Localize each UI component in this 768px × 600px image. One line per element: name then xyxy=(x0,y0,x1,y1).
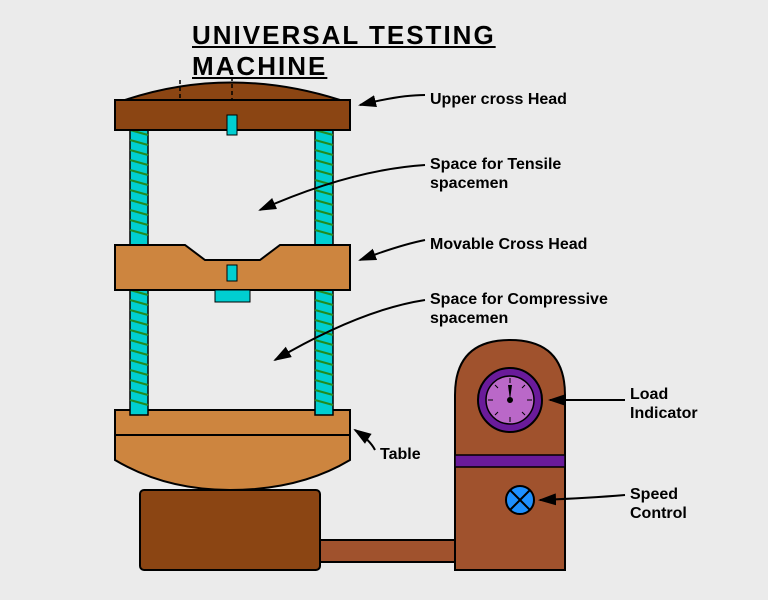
control-console xyxy=(455,340,565,570)
label-table: Table xyxy=(380,445,421,464)
arrow-movable xyxy=(360,240,425,260)
label-load-indicator: Load Indicator xyxy=(630,385,698,423)
lower-plate xyxy=(215,290,250,302)
arrow-compressive xyxy=(275,300,425,360)
table-part xyxy=(115,430,350,490)
label-compressive-space: Space for Compressive spacemen xyxy=(430,290,608,328)
arrow-upper-crosshead xyxy=(360,95,425,105)
console-band xyxy=(455,455,565,467)
label-movable-cross-head: Movable Cross Head xyxy=(430,235,587,254)
movable-grip xyxy=(227,265,237,281)
label-upper-cross-head: Upper cross Head xyxy=(430,90,567,109)
base-block xyxy=(140,490,320,570)
upper-grip xyxy=(227,115,237,135)
label-speed-control: Speed Control xyxy=(630,485,687,523)
arrow-table xyxy=(355,430,375,450)
label-tensile-space: Space for Tensile spacemen xyxy=(430,155,561,193)
arrow-tensile xyxy=(260,165,425,210)
connector-pipe xyxy=(320,540,455,562)
